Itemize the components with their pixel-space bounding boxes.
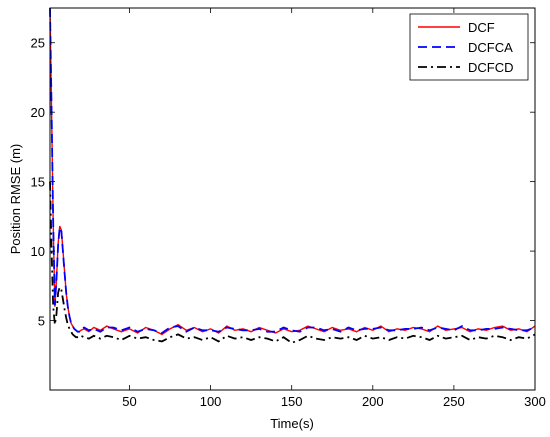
series-line-dcfcd — [49, 181, 536, 344]
y-tick-label: 5 — [38, 314, 45, 329]
legend-box — [409, 13, 529, 81]
x-tick-label: 100 — [200, 394, 222, 409]
x-tick-label: 150 — [281, 394, 303, 409]
x-tick-label: 200 — [362, 394, 384, 409]
y-tick-label: 15 — [31, 175, 45, 190]
legend-label-dcfca: DCFCA — [468, 40, 513, 55]
x-axis-label: Time(s) — [270, 416, 314, 431]
x-tick-label: 300 — [524, 394, 546, 409]
legend-label-dcfcd: DCFCD — [468, 60, 514, 75]
y-axis-label: Position RMSE (m) — [8, 144, 23, 255]
x-tick-label: 50 — [122, 394, 136, 409]
legend: DCF DCFCA DCFCD — [409, 13, 529, 81]
y-tick-label: 25 — [31, 36, 45, 51]
series-line-dcfca — [49, 7, 536, 334]
series-layer — [49, 7, 536, 344]
legend-label-dcf: DCF — [468, 20, 495, 35]
legend-entries: DCF DCFCA DCFCD — [418, 20, 514, 75]
plot-frame — [49, 7, 536, 391]
y-tick-label: 20 — [31, 105, 45, 120]
x-tick-label: 250 — [443, 394, 465, 409]
y-tick-label: 10 — [31, 244, 45, 259]
tick-layer: 50 100 150 200 250 300 5 10 15 20 25 — [31, 8, 546, 409]
